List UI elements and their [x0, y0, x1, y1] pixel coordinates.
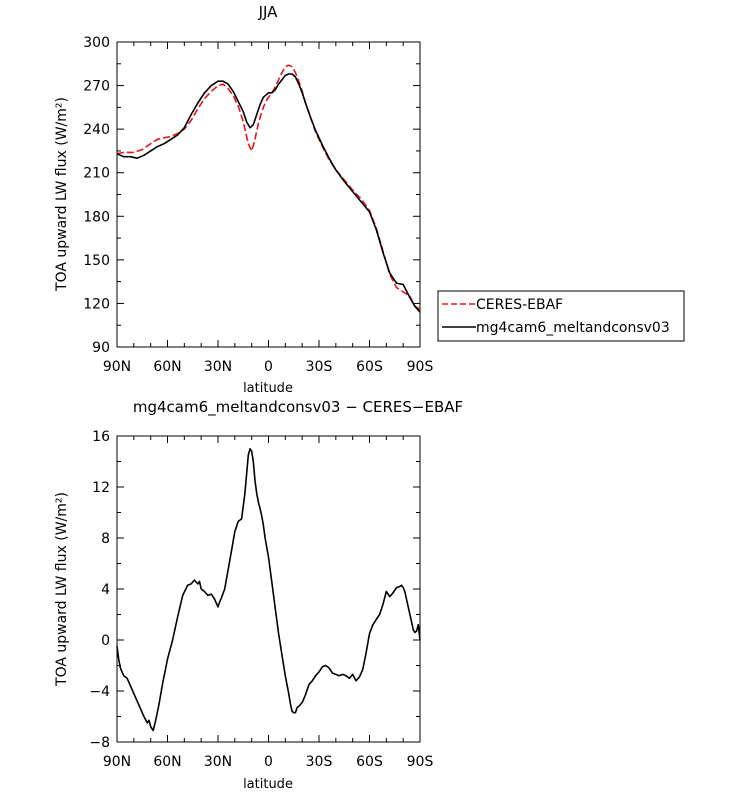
y-tick-label: 4	[101, 582, 110, 598]
bottom-x-axis-label: latitude	[243, 777, 293, 792]
y-tick-label: 8	[101, 531, 110, 547]
top-title: JJA	[258, 3, 279, 21]
y-tick-label: 150	[83, 253, 110, 269]
series-line-difference	[116, 448, 421, 732]
top-x-axis-label: latitude	[243, 381, 293, 396]
bottom-series-lines	[116, 448, 421, 732]
x-tick-label: 60N	[153, 359, 181, 375]
legend-label-model: mg4cam6_meltandconsv03	[476, 320, 670, 336]
y-tick-label: 16	[92, 429, 110, 445]
legend: CERES-EBAF mg4cam6_meltandconsv03	[437, 290, 685, 342]
x-tick-label: 30N	[204, 754, 232, 770]
legend-box	[437, 290, 685, 342]
x-tick-label: 60S	[356, 754, 383, 770]
y-tick-label: 270	[83, 79, 110, 95]
y-tick-label: 240	[83, 122, 110, 138]
y-tick-label: 0	[101, 633, 110, 649]
series-line-ceres-ebaf	[116, 64, 421, 310]
y-tick-label: −4	[89, 684, 110, 700]
top-y-ticks: 90 120 150 180 210 240 270 300	[83, 35, 420, 356]
bottom-x-ticks: 90N 60N 30N 0 30S 60S 90S	[103, 436, 434, 770]
x-tick-label: 0	[264, 754, 273, 770]
y-tick-label: 210	[83, 166, 110, 182]
top-plot-frame	[116, 41, 421, 348]
y-tick-label: −8	[89, 735, 110, 751]
top-series-lines	[116, 64, 421, 313]
bottom-plot-frame	[116, 435, 421, 743]
y-tick-label: 120	[83, 296, 110, 312]
bottom-y-ticks: −8 −4 0 4 8 12 16	[89, 429, 420, 751]
x-tick-label: 90S	[407, 754, 434, 770]
x-tick-label: 90N	[103, 754, 131, 770]
x-tick-label: 90N	[103, 359, 131, 375]
legend-label-ceres-ebaf: CERES-EBAF	[476, 297, 563, 313]
series-line-mg4cam6-meltandconsv03	[116, 73, 421, 313]
top-panel: JJA 90 120 150 180 210 240 270 300 90N 60N 30N 0 30…	[54, 3, 685, 396]
x-tick-label: 60N	[153, 754, 181, 770]
top-y-axis-label: TOA upward LW flux (W/m²)	[54, 97, 70, 292]
bottom-title: mg4cam6_meltandconsv03 − CERES−EBAF	[133, 398, 463, 417]
x-tick-label: 90S	[407, 359, 434, 375]
y-tick-label: 300	[83, 35, 110, 51]
y-tick-label: 90	[92, 340, 110, 356]
bottom-y-axis-label: TOA upward LW flux (W/m²)	[54, 492, 70, 687]
x-tick-label: 30N	[204, 359, 232, 375]
x-tick-label: 60S	[356, 359, 383, 375]
x-tick-label: 30S	[306, 359, 333, 375]
x-tick-label: 0	[264, 359, 273, 375]
bottom-panel: mg4cam6_meltandconsv03 − CERES−EBAF −8 −4…	[54, 398, 463, 792]
x-tick-label: 30S	[306, 754, 333, 770]
top-x-ticks: 90N 60N 30N 0 30S 60S 90S	[103, 42, 434, 375]
y-tick-label: 180	[83, 209, 110, 225]
y-tick-label: 12	[92, 480, 110, 496]
